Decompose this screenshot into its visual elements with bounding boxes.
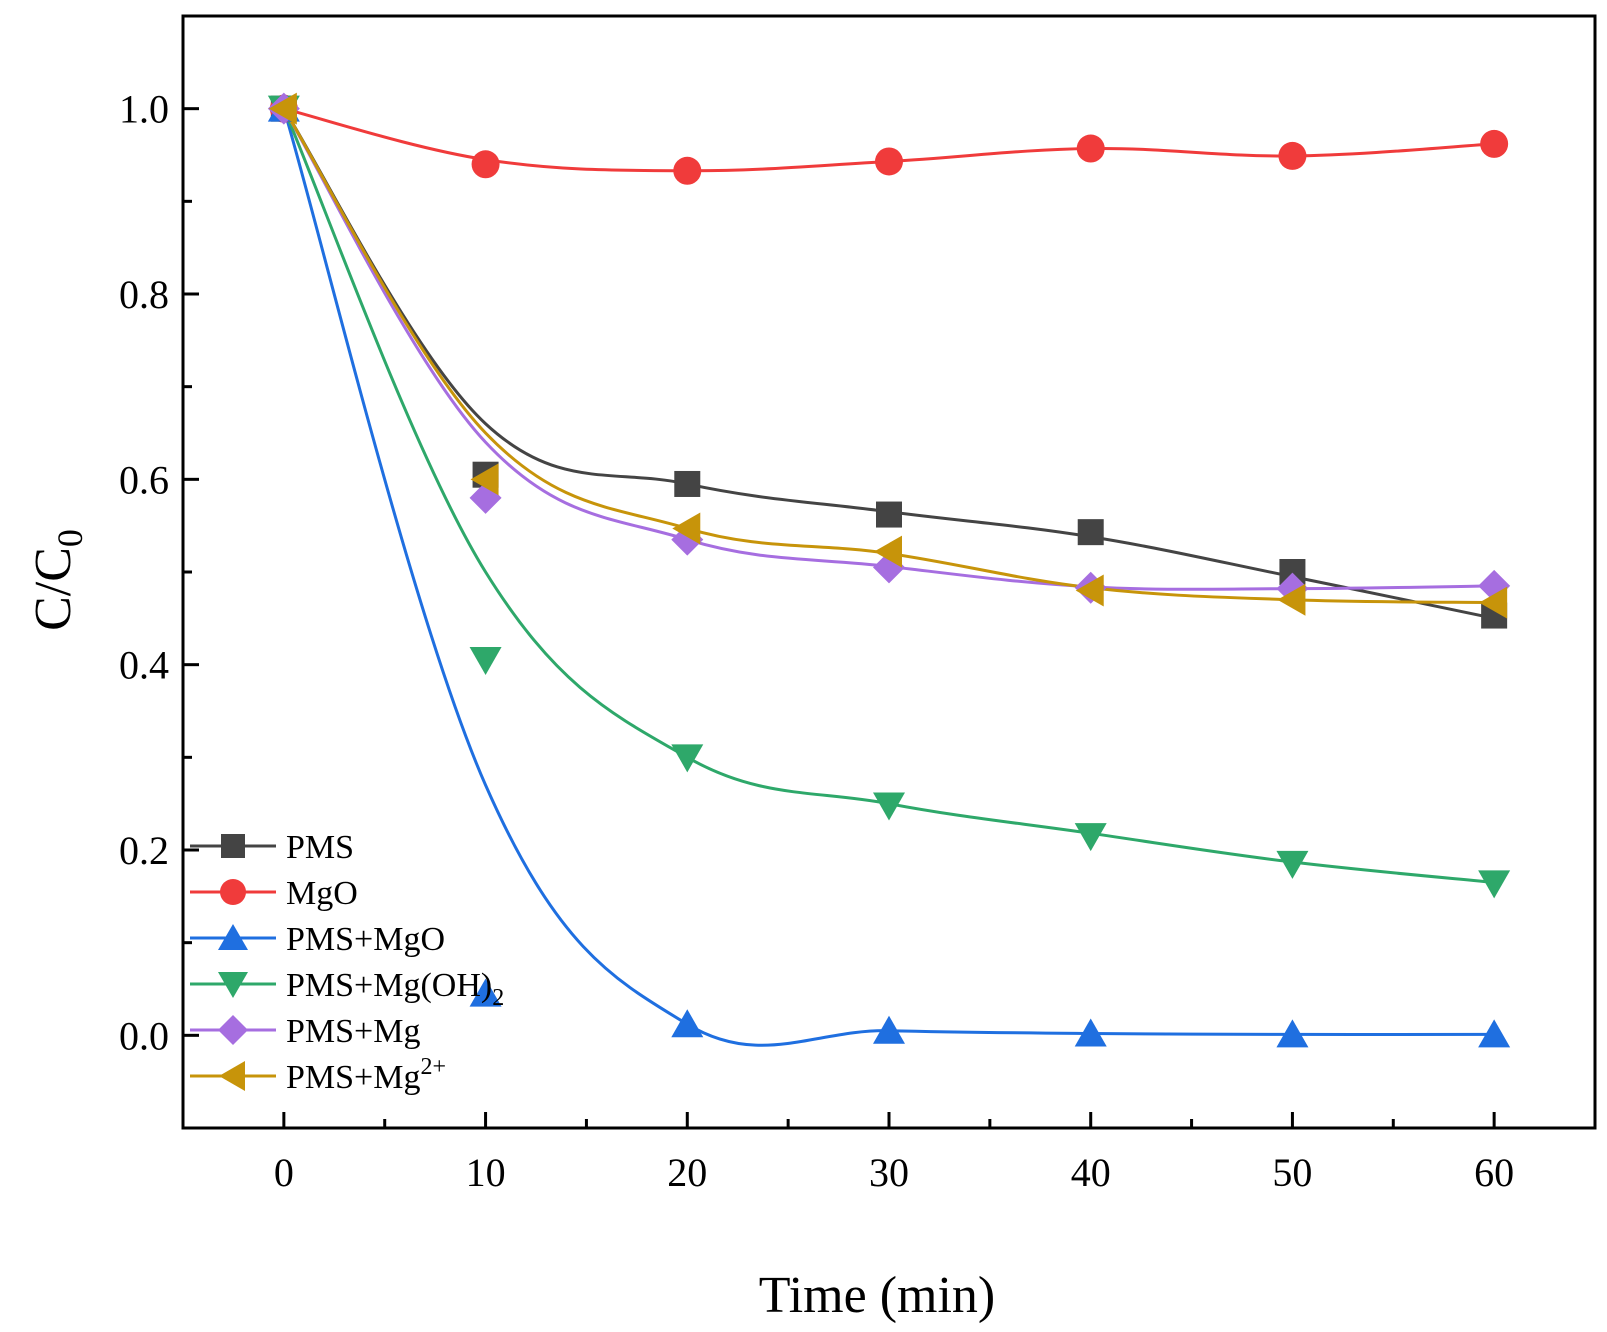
y-axis-title-base: C/C [25,547,82,631]
data-point-pms-mg2 [672,512,701,545]
data-point-pms-mg2 [1075,574,1104,607]
data-point-mgo [471,150,500,179]
data-point-pms-mg2 [470,463,499,496]
y-tick-label: 0.6 [119,457,169,502]
y-tick-label: 0.8 [119,272,169,317]
x-tick-label: 60 [1474,1150,1514,1195]
legend-marker [218,972,248,998]
data-point-mgo [673,156,702,185]
data-point-pms-mgo [1074,1018,1107,1047]
legend-entry-mgo: MgO [190,875,358,912]
data-point-mgo [1480,129,1509,158]
data-point-pms-mg2 [268,92,297,125]
data-point-pms-mg2 [874,535,902,568]
y-tick-label: 0.0 [119,1013,169,1058]
legend-marker [219,1061,245,1091]
axes: 0 10 20 30 40 50 60 0.0 0.2 0.4 0.6 0.8 1.0 [119,14,1597,1195]
legend-label: PMS+Mg [286,1013,420,1050]
data-point-mgo [1076,134,1105,163]
data-point-mgo [1278,141,1307,170]
legend-entry-pms-mg2: PMS+Mg2+ [190,1054,446,1096]
data-point-pms-mgo [1276,1019,1309,1048]
data-point-pms [876,501,902,528]
data-point-pms-mg2 [1479,586,1508,619]
series-line-pms-mgo [282,108,1495,1047]
data-point-pms-mg-oh-2 [873,792,905,821]
y-axis-title: C/C0 [25,529,90,631]
x-tick-label: 20 [667,1150,707,1195]
x-tick-label: 40 [1071,1150,1111,1195]
y-tick-label: 1.0 [119,87,169,132]
legend-entry-pms: PMS [190,829,354,866]
y-tick-label: 0.2 [119,828,169,873]
data-point-pms-mg-oh-2 [1478,870,1511,899]
data-point-pms-mg-oh-2 [1276,850,1309,879]
legend-label: PMS+Mg2+ [286,1054,446,1096]
data-point-pms-mgo [671,1009,704,1038]
data-point-pms-mg-oh-2 [1074,823,1107,852]
x-tick-label: 0 [274,1150,294,1195]
legend-entry-pms-mg-oh-2: PMS+Mg(OH)2 [190,967,504,1011]
legend-label: PMS+MgO [286,921,445,958]
legend-marker [218,924,248,950]
data-point-pms-mgo [1478,1019,1511,1048]
legend-marker [221,834,245,858]
data-point-pms [1077,519,1104,546]
svg-text:C/C0: C/C0 [25,529,90,631]
legend-entry-pms-mg: PMS+Mg [190,1013,420,1050]
data-point-pms-mg-oh-2 [469,647,502,676]
legend-marker [218,1015,248,1045]
data-point-pms-mgo [873,1015,905,1044]
legend-marker [220,879,246,905]
legend-label: PMS+Mg(OH)2 [286,967,504,1011]
x-tick-label: 10 [466,1150,506,1195]
data-point-pms [674,470,701,497]
x-tick-label: 50 [1272,1150,1312,1195]
data-point-pms-mg-oh-2 [671,744,704,773]
legend-label: PMS [286,829,354,866]
y-axis-title-subscript: 0 [50,529,90,547]
data-point-mgo [875,147,903,176]
legend-entry-pms-mgo: PMS+MgO [190,921,445,958]
y-tick-label: 0.4 [119,643,169,688]
legend-label: MgO [286,875,358,912]
data-point-pms-mg2 [1277,583,1306,616]
data-point-pms-mgo [469,978,502,1007]
x-tick-label: 30 [869,1150,909,1195]
plot-area [267,92,1511,1048]
x-axis-title: Time (min) [759,1267,995,1324]
